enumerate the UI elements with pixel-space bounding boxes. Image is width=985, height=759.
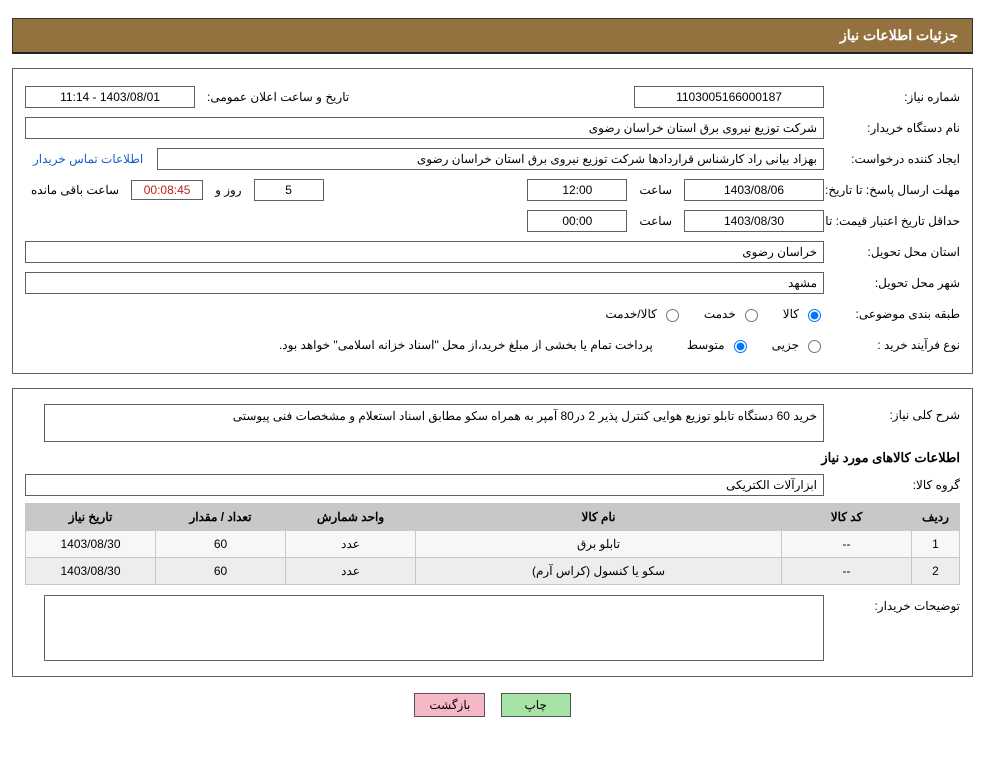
subject-class-group: کالا خدمت کالا/خدمت — [587, 306, 824, 322]
action-buttons: چاپ بازگشت — [12, 693, 973, 717]
response-remaining-label: ساعت باقی مانده — [25, 183, 125, 197]
items-col-header: تاریخ نیاز — [26, 504, 156, 531]
announce-datetime-label: تاریخ و ساعت اعلان عمومی: — [201, 90, 355, 104]
table-cell: 60 — [156, 558, 286, 585]
table-cell: 1403/08/30 — [26, 531, 156, 558]
table-cell: عدد — [286, 558, 416, 585]
items-col-header: کد کالا — [782, 504, 912, 531]
response-deadline-date: 1403/08/06 — [684, 179, 824, 201]
table-row: 1--تابلو برقعدد601403/08/30 — [26, 531, 960, 558]
subject-class-service-radio[interactable] — [745, 309, 758, 322]
table-cell: 1 — [912, 531, 960, 558]
subject-class-goods-radio[interactable] — [808, 309, 821, 322]
items-col-header: نام کالا — [416, 504, 782, 531]
back-button[interactable]: بازگشت — [414, 693, 485, 717]
items-table: ردیفکد کالانام کالاواحد شمارشتعداد / مقد… — [25, 503, 960, 585]
table-cell: تابلو برق — [416, 531, 782, 558]
subject-class-service-text: خدمت — [704, 307, 736, 321]
delivery-city-label: شهر محل تحویل: — [830, 276, 960, 290]
price-validity-date: 1403/08/30 — [684, 210, 824, 232]
subject-class-goods-service[interactable]: کالا/خدمت — [605, 306, 681, 322]
subject-class-service[interactable]: خدمت — [704, 306, 761, 322]
response-days: 5 — [254, 179, 324, 201]
response-deadline-label: مهلت ارسال پاسخ: تا تاریخ: — [830, 183, 960, 197]
response-countdown: 00:08:45 — [131, 180, 203, 200]
item-group-value: ابزارآلات الکتریکی — [25, 474, 824, 496]
subject-class-label: طبقه بندی موضوعی: — [830, 307, 960, 321]
subject-class-goods-text: کالا — [783, 307, 799, 321]
need-desc-value — [44, 404, 824, 442]
need-number-label: شماره نیاز: — [830, 90, 960, 104]
table-cell: سکو یا کنسول (کراس آرم) — [416, 558, 782, 585]
print-button[interactable]: چاپ — [501, 693, 571, 717]
response-deadline-time: 12:00 — [527, 179, 627, 201]
need-number-value: 1103005166000187 — [634, 86, 824, 108]
table-cell: -- — [782, 531, 912, 558]
table-cell: 60 — [156, 531, 286, 558]
items-heading: اطلاعات کالاهای مورد نیاز — [25, 450, 960, 466]
response-time-label: ساعت — [633, 183, 678, 197]
response-days-label: روز و — [209, 183, 248, 197]
page-title: جزئیات اطلاعات نیاز — [840, 27, 958, 43]
purchase-process-medium-text: متوسط — [687, 338, 725, 352]
purchase-note: پرداخت تمام یا بخشی از مبلغ خرید،از محل … — [279, 338, 663, 352]
subject-class-goods-service-text: کالا/خدمت — [605, 307, 656, 321]
purchase-process-minor-radio[interactable] — [808, 340, 821, 353]
price-validity-time: 00:00 — [527, 210, 627, 232]
table-cell: 2 — [912, 558, 960, 585]
buyer-notes-value — [44, 595, 824, 661]
delivery-city-value: مشهد — [25, 272, 824, 294]
table-cell: عدد — [286, 531, 416, 558]
details-panel: شماره نیاز: 1103005166000187 تاریخ و ساع… — [12, 68, 973, 374]
items-col-header: واحد شمارش — [286, 504, 416, 531]
item-group-label: گروه کالا: — [830, 478, 960, 492]
purchase-process-medium[interactable]: متوسط — [687, 337, 750, 353]
purchase-process-minor[interactable]: جزیی — [772, 337, 824, 353]
need-desc-label: شرح کلی نیاز: — [830, 404, 960, 422]
need-panel: شرح کلی نیاز: اطلاعات کالاهای مورد نیاز … — [12, 388, 973, 677]
table-cell: 1403/08/30 — [26, 558, 156, 585]
delivery-province-label: استان محل تحویل: — [830, 245, 960, 259]
delivery-province-value: خراسان رضوی — [25, 241, 824, 263]
purchase-process-medium-radio[interactable] — [734, 340, 747, 353]
buyer-contact-link[interactable]: اطلاعات تماس خریدار — [25, 152, 151, 166]
page-title-bar: جزئیات اطلاعات نیاز — [12, 18, 973, 54]
table-cell: -- — [782, 558, 912, 585]
purchase-process-group: جزیی متوسط — [669, 337, 824, 353]
table-row: 2--سکو یا کنسول (کراس آرم)عدد601403/08/3… — [26, 558, 960, 585]
buyer-notes-label: توضیحات خریدار: — [830, 595, 960, 613]
subject-class-goods-service-radio[interactable] — [666, 309, 679, 322]
price-validity-label: حداقل تاریخ اعتبار قیمت: تا تاریخ: — [830, 214, 960, 228]
request-creator-value: بهزاد بیانی راد کارشناس قراردادها شرکت ت… — [157, 148, 824, 170]
purchase-process-minor-text: جزیی — [772, 338, 799, 352]
announce-datetime-value: 1403/08/01 - 11:14 — [25, 86, 195, 108]
buyer-org-label: نام دستگاه خریدار: — [830, 121, 960, 135]
price-validity-time-label: ساعت — [633, 214, 678, 228]
buyer-org-value: شرکت توزیع نیروی برق استان خراسان رضوی — [25, 117, 824, 139]
request-creator-label: ایجاد کننده درخواست: — [830, 152, 960, 166]
purchase-process-label: نوع فرآیند خرید : — [830, 338, 960, 352]
subject-class-goods[interactable]: کالا — [783, 306, 824, 322]
items-col-header: تعداد / مقدار — [156, 504, 286, 531]
items-col-header: ردیف — [912, 504, 960, 531]
